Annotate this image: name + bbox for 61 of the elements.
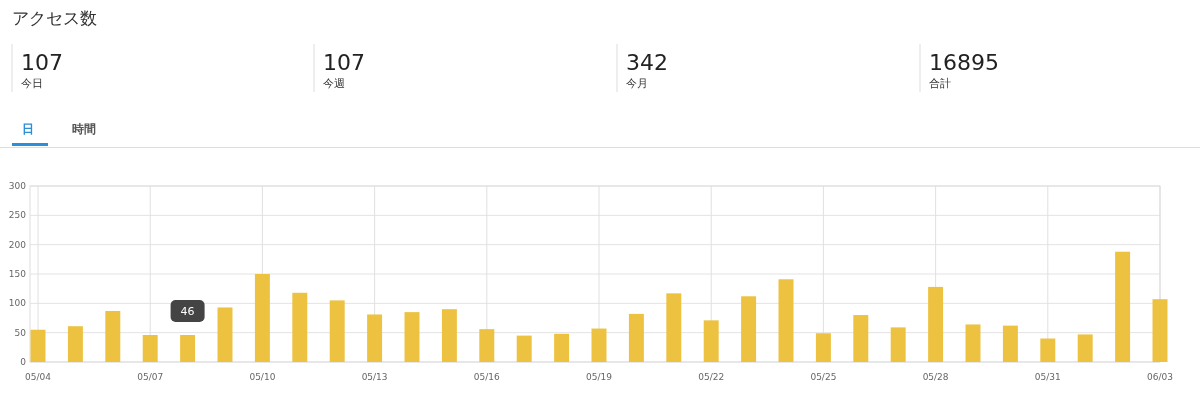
data-label: 342 (626, 50, 668, 75)
bar (778, 279, 794, 362)
x-tick-label: 06/03 (1147, 372, 1173, 382)
text: 時間 (72, 122, 96, 136)
y-tick-label: 200 (8, 239, 27, 250)
bar (928, 286, 944, 362)
category-label: 合計 (929, 77, 951, 90)
bar (180, 335, 196, 362)
category-label: 今月 (626, 77, 648, 90)
data-label: 107 (323, 50, 365, 75)
data-label: 107 (21, 50, 63, 75)
bar (217, 307, 233, 362)
bar (666, 293, 682, 362)
bar (853, 315, 869, 362)
bar (1152, 299, 1168, 362)
bar (815, 333, 831, 362)
data-label: 16895 (929, 50, 999, 75)
x-tick-label: 05/10 (249, 372, 276, 382)
x-tick-label: 05/28 (922, 372, 949, 382)
y-tick-label: 100 (8, 298, 27, 309)
bar (965, 324, 981, 362)
bar (329, 300, 345, 362)
bar (1077, 334, 1093, 362)
text: 日 (22, 122, 34, 136)
bar (30, 329, 46, 362)
bar (516, 335, 532, 362)
x-tick-label: 05/04 (25, 372, 52, 382)
y-tick-label: 300 (8, 181, 27, 191)
annotation: 46 (180, 305, 195, 319)
y-tick-label: 0 (20, 357, 27, 367)
x-tick-label: 05/25 (810, 372, 837, 382)
bar (741, 296, 757, 362)
category-label: 今週 (323, 77, 345, 90)
bar (890, 327, 906, 362)
x-tick-label: 05/13 (361, 372, 388, 382)
x-tick-label: 05/31 (1034, 372, 1061, 382)
bar (479, 329, 495, 362)
bar (1040, 338, 1056, 362)
x-tick-label: 05/22 (698, 372, 725, 382)
bar (554, 333, 570, 362)
bar (142, 335, 158, 362)
bar (254, 274, 270, 362)
y-tick-label: 250 (8, 210, 27, 221)
bar (292, 292, 308, 362)
y-tick-label: 150 (8, 269, 27, 279)
category-label: 今日 (21, 77, 43, 90)
bar (591, 328, 607, 362)
bar (367, 314, 383, 362)
text: アクセス数 (12, 8, 97, 28)
x-tick-label: 05/19 (586, 372, 613, 382)
bar (105, 310, 121, 362)
bar (1002, 325, 1018, 362)
y-tick-label: 50 (14, 327, 27, 338)
bar (67, 326, 83, 362)
x-tick-label: 05/16 (473, 372, 501, 382)
bar (441, 309, 457, 362)
bar (628, 313, 644, 362)
x-tick-label: 05/07 (137, 372, 164, 382)
bar (404, 312, 420, 362)
bar (1115, 251, 1131, 362)
bar (703, 320, 719, 362)
